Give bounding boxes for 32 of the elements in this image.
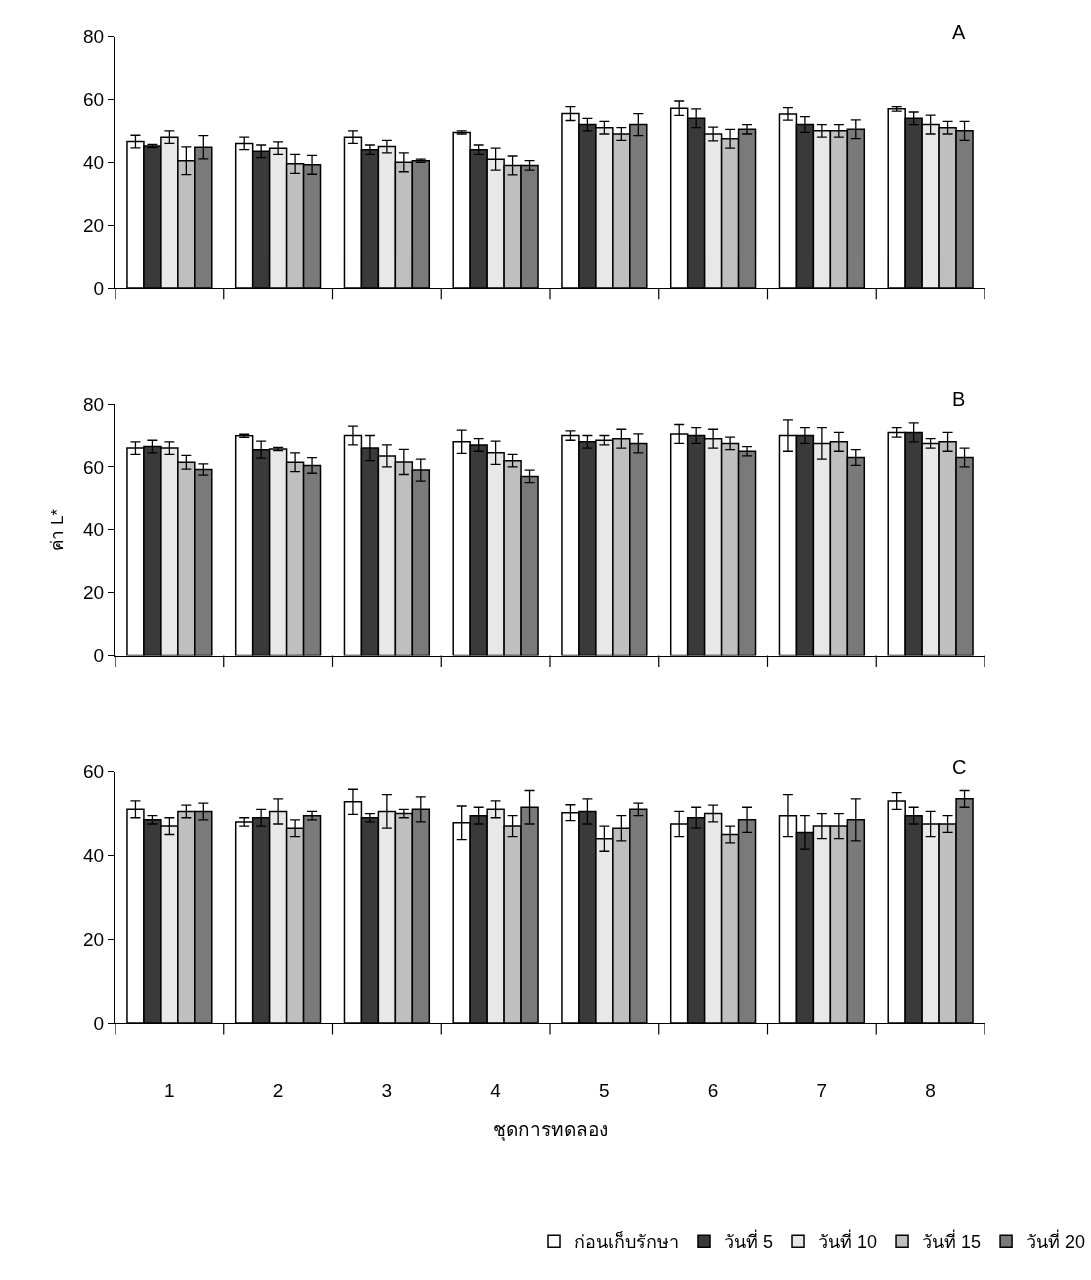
x-tick-label: 1	[164, 1080, 175, 1102]
y-tick-label: 0	[93, 645, 105, 667]
y-tick-label: 60	[82, 456, 105, 478]
y-tick-label: 40	[82, 845, 105, 867]
x-tick-label: 4	[490, 1080, 502, 1102]
x-tick-label: 2	[272, 1080, 284, 1102]
annotation: A	[952, 21, 966, 43]
y-tick-label: 60	[82, 89, 105, 111]
legend-label: วันที่ 15	[922, 1229, 982, 1253]
legend-label: วันที่ 10	[818, 1229, 878, 1253]
y-tick-label: 80	[82, 26, 105, 48]
y-axis-title: ค่า L*	[48, 508, 68, 551]
y-tick-label: 0	[93, 277, 105, 299]
x-tick-label: 6	[707, 1080, 719, 1102]
x-tick-label: 3	[381, 1080, 393, 1102]
legend-label: วันที่ 5	[724, 1229, 774, 1253]
y-tick-label: 40	[82, 519, 105, 541]
annotation: C	[952, 756, 967, 778]
x-tick-label: 8	[925, 1080, 936, 1102]
y-tick-label: 60	[82, 761, 105, 783]
y-tick-label: 0	[93, 1012, 105, 1034]
x-tick-label: 7	[816, 1080, 828, 1102]
legend-label: วันที่ 20	[1026, 1229, 1086, 1253]
legend-label: ก่อนเก็บรักษา	[574, 1230, 679, 1253]
y-tick-label: 80	[82, 393, 105, 415]
x-axis-title: ชุดการทดลอง	[492, 1118, 608, 1142]
x-tick-label: 5	[599, 1080, 610, 1102]
y-tick-label: 20	[82, 582, 105, 604]
y-tick-label: 40	[82, 151, 105, 173]
y-tick-label: 20	[82, 214, 105, 236]
annotation: B	[952, 388, 966, 410]
y-tick-label: 20	[82, 928, 105, 950]
